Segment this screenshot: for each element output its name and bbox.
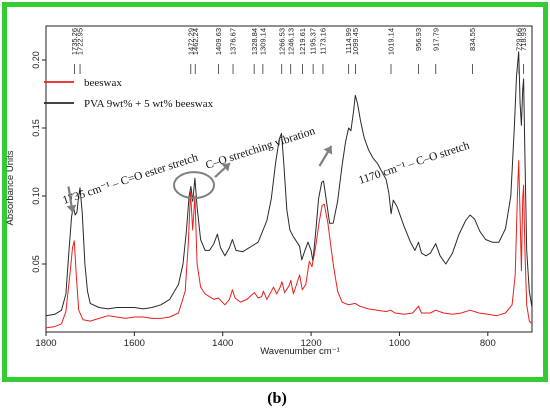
- peak-label: 1735.26: [70, 28, 79, 55]
- peak-label: 1309.14: [258, 28, 267, 55]
- peak-label: 1376.67: [229, 28, 238, 55]
- figure-caption: (b): [267, 390, 287, 407]
- peak-label: 1472.29: [186, 28, 195, 55]
- highlight-ellipse: [173, 171, 216, 200]
- y-axis-label: Absorbance Units: [5, 150, 16, 225]
- peak-label: 729.66: [514, 28, 523, 51]
- x-tick-label: 1000: [389, 338, 410, 349]
- peak-label: 1114.99: [344, 28, 353, 54]
- axis-ticks: 1800 1600 1400 1200 1000 800 0.05 0.10 0.15 0.20: [31, 51, 496, 349]
- peak-label: 1462.24: [191, 28, 200, 55]
- peak-label: 1722.95: [76, 28, 85, 55]
- peak-label: 956.93: [414, 28, 423, 51]
- peak-label: 834.55: [468, 28, 477, 51]
- legend: beeswax PVA 9wt% + 5 wt% beeswax: [44, 77, 214, 110]
- plot-area: [45, 25, 533, 333]
- peak-label: 917.79: [431, 28, 440, 51]
- ftir-spectrum-chart: 1800 1600 1400 1200 1000 8000.050.100.150.20 …: [2, 2, 548, 382]
- figure-frame: 1800 1600 1400 1200 1000 800 0.05 0.10 0.15 0.20 …: [2, 2, 548, 407]
- x-tick-label: 1800: [35, 338, 56, 349]
- x-tick-label: 800: [480, 338, 496, 349]
- peak-label: 1328.84: [250, 28, 259, 55]
- y-tick-label: 0.05: [31, 255, 41, 273]
- y-tick-label: 0.20: [31, 51, 41, 69]
- series-line: [45, 51, 533, 317]
- peak-label: 1195.37: [309, 28, 318, 55]
- spectrum-series: [45, 51, 533, 329]
- series-line: [45, 160, 533, 329]
- arrow-co-vibration-head: [221, 163, 231, 172]
- x-tick-label: 1600: [124, 338, 145, 349]
- frame-border: [2, 2, 548, 382]
- x-tick-label: 1400: [212, 338, 233, 349]
- legend-label-beeswax: beeswax: [84, 77, 122, 89]
- peak-label: 1019.14: [387, 28, 396, 55]
- x-tick-label: 1200: [301, 338, 322, 349]
- peak-label: 1246.13: [286, 28, 295, 55]
- legend-label-blend: PVA 9wt% + 5 wt% beeswax: [84, 98, 214, 110]
- y-tick-label: 0.10: [31, 187, 41, 205]
- y-tick-label: 0.15: [31, 119, 41, 137]
- arrow-ester-stretch-head: [66, 204, 77, 213]
- x-axis-label: Wavenumber cm⁻¹: [260, 346, 340, 357]
- peak-label: 1219.61: [298, 28, 307, 55]
- peak-label: 1173.16: [319, 28, 328, 55]
- peak-label: 718.93: [519, 28, 528, 51]
- arrow-co-stretch-head: [323, 146, 333, 155]
- peak-label: 1099.45: [351, 28, 360, 55]
- peak-label: 1409.63: [214, 28, 223, 55]
- peak-label: 1266.53: [277, 28, 286, 55]
